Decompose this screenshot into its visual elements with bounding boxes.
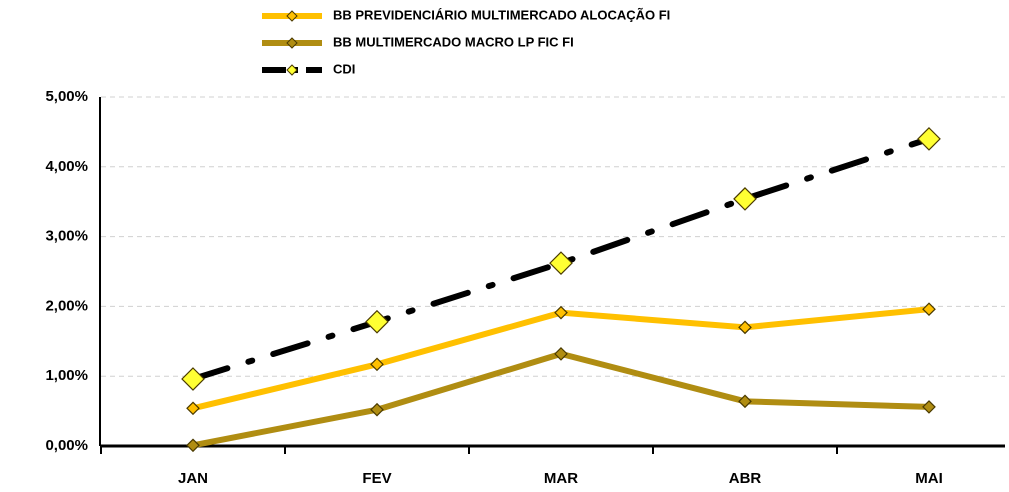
marker [917, 127, 941, 151]
legend-marker [286, 10, 298, 22]
marker [370, 402, 384, 417]
x-tick-label: MAI [915, 470, 943, 487]
marker [370, 357, 384, 372]
marker [738, 394, 752, 409]
marker [554, 347, 568, 361]
marker [186, 438, 200, 453]
marker [181, 367, 205, 391]
marker [922, 302, 936, 317]
y-tick-label: 4,00% [45, 158, 88, 175]
x-tick-label: JAN [178, 470, 208, 487]
legend-label: BB MULTIMERCADO MACRO LP FIC FI [333, 34, 574, 49]
marker [738, 320, 752, 335]
marker [549, 251, 573, 275]
x-tick-label: FEV [362, 470, 391, 487]
y-tick-label: 3,00% [45, 228, 88, 245]
marker [922, 400, 936, 414]
series-line [190, 350, 932, 449]
x-tick-label: MAR [544, 470, 578, 487]
x-tick-label: ABR [729, 470, 762, 487]
legend-label: CDI [333, 61, 355, 76]
y-tick-label: 2,00% [45, 297, 88, 314]
marker [365, 309, 389, 334]
y-tick-label: 1,00% [45, 367, 88, 384]
legend-marker [286, 64, 298, 76]
y-tick-label: 5,00% [45, 88, 88, 105]
legend-marker [286, 37, 298, 49]
legend-label: BB PREVIDENCIÁRIO MULTIMERCADO ALOCAÇÃO … [333, 7, 670, 22]
y-tick-label: 0,00% [45, 437, 88, 454]
marker [186, 401, 200, 416]
marker [733, 187, 757, 211]
series-line [190, 135, 932, 382]
marker [554, 305, 568, 320]
